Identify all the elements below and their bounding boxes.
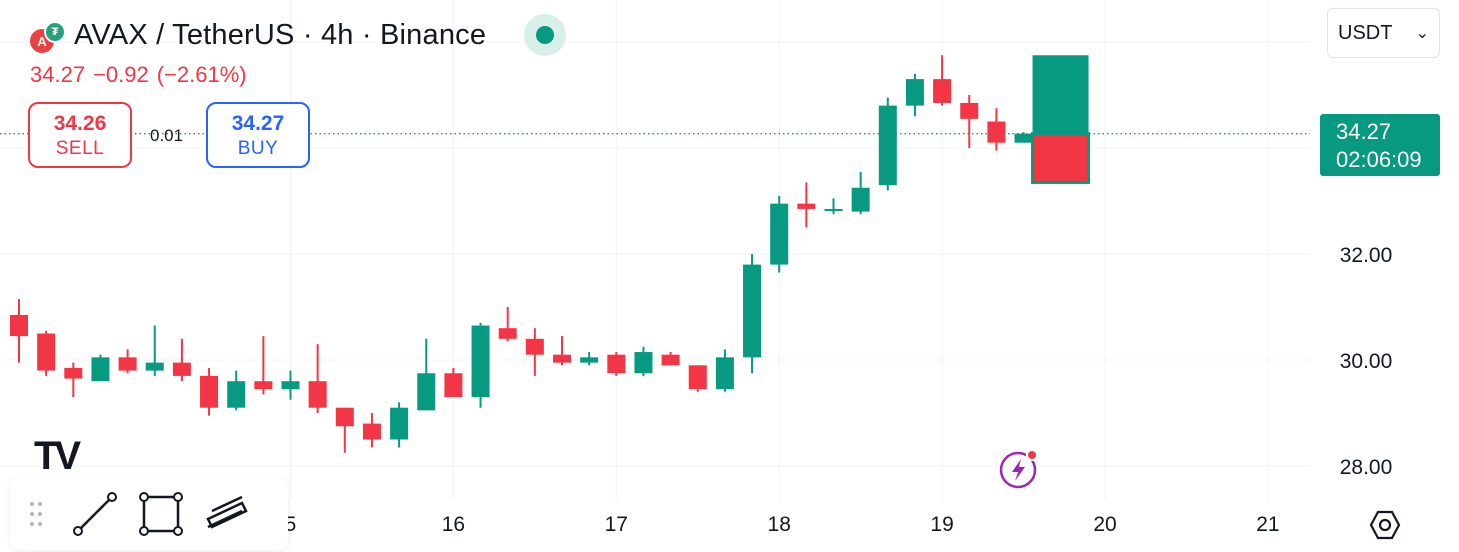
settings-icon[interactable] — [1368, 508, 1402, 542]
chevron-down-icon: ⌄ — [1415, 25, 1429, 42]
y-tick-label: 30.00 — [1340, 350, 1393, 373]
currency-select[interactable]: USDT ⌄ — [1327, 8, 1440, 58]
candle-body — [960, 102, 979, 119]
tradingview-logo[interactable]: TV — [34, 434, 81, 479]
candle-body — [498, 328, 517, 339]
buy-label: BUY — [237, 138, 279, 159]
candle-body — [661, 354, 680, 366]
candle-body — [770, 203, 789, 265]
candle-body — [281, 381, 300, 390]
candle-body — [145, 362, 164, 371]
candle-body — [878, 105, 897, 186]
x-tick-label: 19 — [930, 513, 953, 536]
candle-body — [10, 314, 28, 337]
sell-label: SELL — [55, 138, 105, 159]
candle-body — [580, 357, 599, 363]
change-percent: (−2.61%) — [156, 62, 247, 87]
x-tick-label: 17 — [605, 513, 628, 536]
candle-body — [607, 354, 626, 374]
candle-body — [715, 357, 734, 390]
drawing-toolbar — [10, 478, 288, 550]
buy-price: 34.27 — [231, 112, 285, 135]
candle-body — [824, 208, 843, 211]
candle-body — [851, 187, 870, 212]
price-change: 34.27 −0.92 (−2.61%) — [30, 62, 255, 88]
candle-body — [91, 357, 110, 382]
change-value: −0.92 — [93, 62, 149, 87]
candle-body — [553, 354, 571, 363]
candle-body — [227, 381, 246, 408]
candle-body — [797, 203, 816, 209]
x-tick-label: 18 — [768, 513, 791, 536]
symbol-title[interactable]: AVAX / TetherUS · 4h · Binance — [74, 18, 487, 51]
candle-body — [688, 365, 707, 390]
current-price-label: 34.27 02:06:09 — [1320, 114, 1440, 176]
market-open-indicator[interactable] — [524, 14, 567, 56]
x-tick-label: 16 — [442, 513, 465, 536]
candle-body — [200, 375, 219, 408]
y-tick-label: 32.00 — [1340, 244, 1393, 267]
avax-logo-icon: A ₮ — [28, 17, 66, 53]
candle-body — [471, 325, 490, 398]
bar-countdown: 02:06:09 — [1336, 147, 1422, 172]
last-price: 34.27 — [30, 62, 86, 87]
candle-body — [444, 373, 463, 398]
status-dot-icon — [536, 26, 555, 44]
candle-body — [64, 367, 83, 379]
y-tick-label: 28.00 — [1340, 456, 1393, 479]
x-tick-label: 21 — [1256, 513, 1279, 536]
candle-body — [172, 362, 191, 376]
candle-body — [390, 407, 409, 440]
chart-header: A ₮ AVAX / TetherUS · 4h · Binance — [28, 14, 567, 56]
candle-body — [118, 357, 137, 371]
candle-body — [335, 407, 354, 427]
tether-logo-letter: ₮ — [44, 21, 66, 43]
drag-handle-icon[interactable] — [24, 494, 54, 534]
candle-body — [525, 338, 544, 355]
x-tick-label: 20 — [1093, 513, 1116, 536]
sell-price: 34.26 — [53, 112, 107, 135]
candle-body — [417, 373, 436, 411]
current-price: 34.27 — [1336, 119, 1392, 144]
candle-body — [362, 423, 381, 440]
candle-body — [1014, 133, 1033, 143]
candle-body — [308, 381, 327, 408]
rectangle-tool-icon[interactable] — [136, 489, 186, 539]
candle-body — [743, 264, 762, 358]
candle-body — [987, 121, 1006, 143]
sell-button[interactable]: 34.26 SELL — [28, 102, 132, 168]
bid-ask-box-up — [1032, 55, 1089, 134]
trend-line-tool-icon[interactable] — [70, 489, 120, 539]
candle-body — [254, 381, 273, 390]
buy-button[interactable]: 34.27 BUY — [206, 102, 310, 168]
spread-value: 0.01 — [150, 126, 184, 145]
parallel-channel-tool-icon[interactable] — [202, 489, 252, 539]
candle-body — [905, 79, 924, 106]
candle-body — [933, 79, 952, 103]
bid-ask-box-down — [1031, 132, 1091, 184]
currency-value: USDT — [1338, 21, 1393, 44]
lightning-icon[interactable] — [998, 448, 1040, 490]
x-tick-label: 5 — [285, 513, 297, 536]
candle-body — [634, 352, 653, 374]
candle-body — [37, 333, 56, 371]
tradingview-logo-text: TV — [34, 434, 81, 478]
